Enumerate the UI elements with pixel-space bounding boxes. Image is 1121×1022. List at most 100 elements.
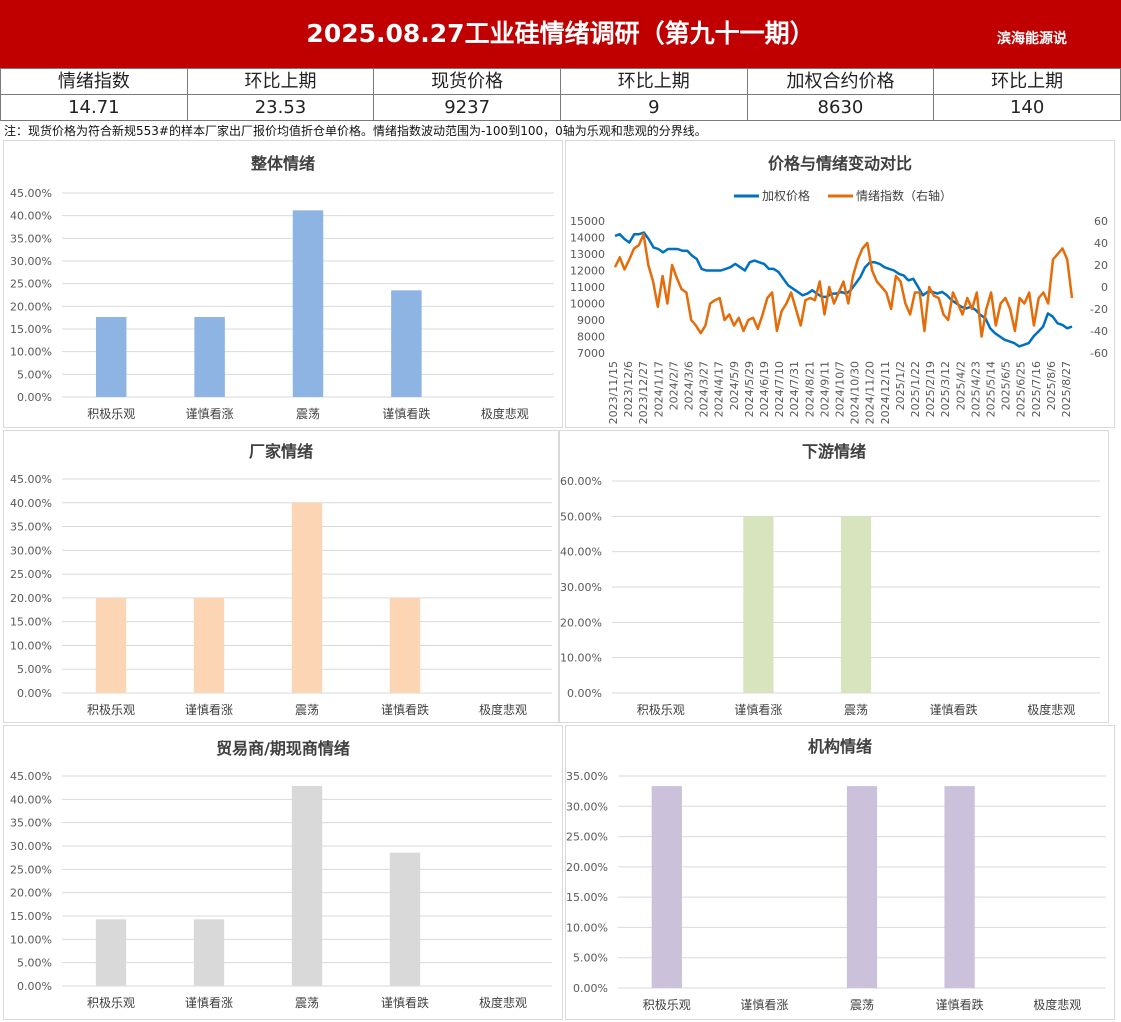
category-label: 震荡 — [295, 703, 319, 717]
left-axis-tick: 11000 — [570, 281, 605, 294]
category-label: 极度悲观 — [1033, 997, 1081, 1012]
x-tick-label: 2024/2/7 — [667, 361, 680, 410]
y-tick-label: 35.00% — [10, 817, 52, 830]
x-tick-label: 2023/12/6 — [622, 361, 635, 417]
left-axis-tick: 15000 — [570, 215, 605, 228]
y-tick-label: 20.00% — [566, 861, 608, 874]
producers-svg: 厂家情绪 0.00% 5.00% 10.00% 15.00% 20.00% 25.00% 30… — [10, 442, 552, 717]
price-vs-sentiment-chart: 价格与情绪变动对比 7000 8000 9000 10000 11000 12000 1300… — [565, 140, 1115, 428]
category-label: 谨慎看涨 — [740, 997, 788, 1012]
y-tick-label: 5.00% — [17, 663, 52, 676]
chart-title: 厂家情绪 — [249, 442, 313, 461]
right-axis-tick: -40 — [1090, 325, 1108, 338]
y-tick-label: 15.00% — [566, 891, 608, 904]
downstream-svg: 下游情绪 0.00% 10.00% 20.00% 30.00% 40.00% 50.00% 6… — [560, 442, 1100, 717]
category-label: 极度悲观 — [481, 406, 529, 421]
bar — [193, 597, 225, 693]
metric-header: 环比上期 — [933, 68, 1121, 95]
metric-header: 加权合约价格 — [746, 68, 935, 95]
category-label: 谨慎看跌 — [381, 995, 429, 1010]
y-tick-label: 40.00% — [10, 210, 52, 223]
chart-title: 机构情绪 — [808, 737, 872, 756]
y-tick-label: 5.00% — [573, 952, 608, 965]
metric-value: 23.53 — [186, 94, 375, 121]
left-axis-tick: 9000 — [577, 314, 605, 327]
footnote: 注：现货价格为符合新规553#的样本厂家出厂报价均值折仓单价格。情绪指数波动范围… — [4, 124, 707, 138]
y-tick-label: 20.00% — [10, 592, 52, 605]
series-line-price — [614, 231, 1073, 348]
bar — [95, 919, 127, 986]
right-axis-tick: -60 — [1090, 347, 1108, 360]
x-tick-label: 2024/6/19 — [758, 361, 771, 417]
y-tick-label: 35.00% — [10, 232, 52, 245]
trader-sentiment-chart: 贸易商/期现商情绪 0.00% 5.00% 10.00% 15.00% 20.00% 25.… — [3, 725, 563, 1020]
metric-header: 环比上期 — [559, 68, 748, 95]
bar — [193, 919, 225, 986]
y-tick-label: 20.00% — [10, 887, 52, 900]
y-tick-label: 0.00% — [567, 687, 602, 700]
y-tick-label: 0.00% — [17, 980, 52, 993]
x-tick-label: 2024/8/21 — [803, 361, 816, 417]
category-label: 积极乐观 — [87, 407, 135, 421]
x-tick-label: 2025/4/23 — [969, 361, 982, 417]
x-tick-label: 2025/5/14 — [985, 361, 998, 417]
x-tick-label: 2024/10/7 — [834, 361, 847, 417]
left-axis-tick: 14000 — [570, 232, 605, 245]
category-label: 谨慎看跌 — [930, 702, 978, 717]
y-tick-label: 20.00% — [560, 616, 602, 629]
x-tick-label: 2025/8/27 — [1060, 361, 1073, 417]
y-tick-label: 35.00% — [566, 770, 608, 783]
y-tick-label: 30.00% — [566, 800, 608, 813]
y-tick-label: 45.00% — [10, 770, 52, 783]
chart-title: 贸易商/期现商情绪 — [216, 739, 350, 758]
y-tick-label: 30.00% — [10, 840, 52, 853]
bar — [389, 852, 421, 986]
category-label: 谨慎看涨 — [185, 702, 233, 717]
x-tick-label: 2024/5/9 — [728, 361, 741, 410]
x-tick-label: 2024/5/29 — [743, 361, 756, 417]
title-banner: 2025.08.27工业硅情绪调研（第九十一期） 滨海能源说 — [0, 0, 1121, 68]
series-line-sentiment — [613, 232, 1074, 338]
x-tick-label: 2025/1/2 — [894, 361, 907, 410]
category-label: 谨慎看涨 — [185, 995, 233, 1010]
x-tick-label: 2025/4/2 — [954, 361, 967, 410]
category-label: 震荡 — [850, 998, 874, 1012]
y-tick-label: 0.00% — [573, 982, 608, 995]
bar — [95, 316, 127, 397]
x-tick-label: 2024/10/30 — [849, 361, 862, 424]
right-axis-tick: 40 — [1094, 237, 1108, 250]
bar — [389, 597, 421, 693]
y-tick-label: 15.00% — [10, 910, 52, 923]
x-tick-label: 2025/8/6 — [1045, 361, 1058, 410]
metric-header: 情绪指数 — [0, 68, 188, 95]
y-tick-label: 40.00% — [10, 497, 52, 510]
x-tick-label: 2023/11/15 — [607, 361, 620, 424]
metric-value: 9237 — [373, 94, 561, 121]
x-tick-label: 2024/7/31 — [788, 361, 801, 417]
metric-header: 现货价格 — [373, 68, 561, 95]
producer-sentiment-chart: 厂家情绪 0.00% 5.00% 10.00% 15.00% 20.00% 25.00% 30… — [3, 430, 559, 723]
metric-value: 14.71 — [0, 94, 188, 121]
category-label: 震荡 — [296, 407, 320, 421]
x-tick-label: 2024/9/11 — [818, 361, 831, 417]
y-tick-label: 0.00% — [17, 687, 52, 700]
x-tick-label: 2024/3/27 — [698, 361, 711, 417]
metrics-table: 情绪指数 环比上期 现货价格 环比上期 加权合约价格 环比上期 14.71 23… — [0, 68, 1121, 121]
bar — [743, 516, 774, 693]
category-label: 积极乐观 — [87, 703, 135, 717]
y-tick-label: 45.00% — [10, 187, 52, 200]
metrics-value-row: 14.71 23.53 9237 9 8630 140 — [0, 94, 1121, 121]
y-tick-label: 25.00% — [10, 568, 52, 581]
y-tick-label: 30.00% — [10, 255, 52, 268]
category-label: 积极乐观 — [637, 703, 685, 717]
y-tick-label: 40.00% — [560, 546, 602, 559]
x-tick-label: 2024/1/17 — [652, 361, 665, 417]
y-tick-label: 15.00% — [10, 323, 52, 336]
category-label: 谨慎看跌 — [381, 702, 429, 717]
category-label: 谨慎看涨 — [734, 702, 782, 717]
right-axis-tick: 20 — [1094, 259, 1108, 272]
bar — [291, 785, 323, 986]
left-axis-tick: 13000 — [570, 248, 605, 261]
right-axis-tick: 60 — [1094, 215, 1108, 228]
bar — [391, 290, 422, 397]
